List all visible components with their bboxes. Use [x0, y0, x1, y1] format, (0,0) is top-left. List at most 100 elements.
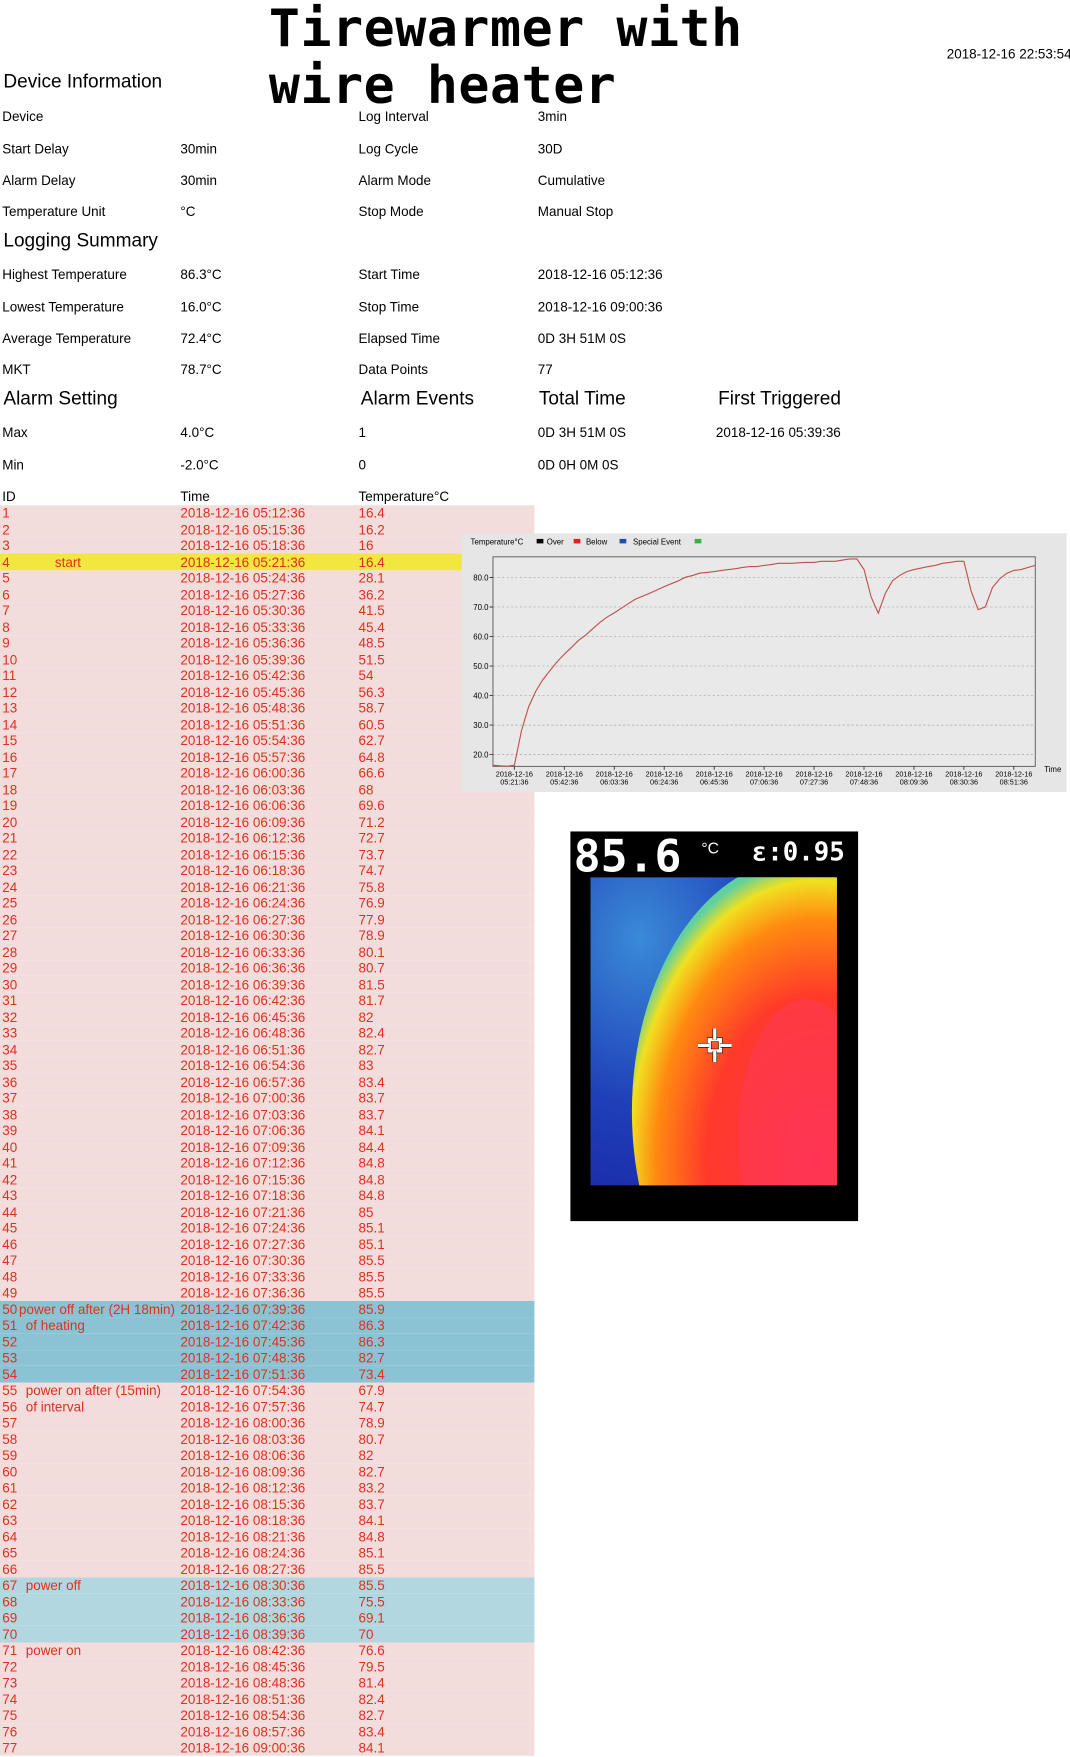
row-temp: 85.5: [358, 1561, 385, 1577]
row-time: 2018-12-16 06:15:36: [180, 846, 306, 863]
row-id: 8: [2, 619, 10, 635]
report-title: Tirewarmer with wire heater: [268, 0, 743, 116]
row-time: 2018-12-16 08:15:36: [180, 1496, 306, 1512]
row-background: [0, 1479, 535, 1497]
row-id: 71: [2, 1642, 18, 1659]
field-value: 30D: [537, 141, 563, 157]
row-temp: 76.6: [358, 1642, 385, 1659]
row-time: 2018-12-16 05:18:36: [180, 537, 306, 554]
field-value: °C: [180, 203, 196, 220]
row-temp: 83.4: [358, 1073, 385, 1090]
row-id: 16: [2, 748, 18, 765]
row-time: 2018-12-16 05:15:36: [180, 521, 306, 538]
row-temp: 86.3: [358, 1317, 385, 1334]
row-background: [0, 748, 535, 765]
field-label: Stop Time: [358, 299, 420, 315]
row-background: [0, 634, 535, 652]
row-id: 2: [2, 521, 10, 538]
row-background: [0, 1690, 535, 1708]
alarm-event-cell: 0: [358, 457, 367, 473]
row-background: [0, 732, 535, 749]
row-time: 2018-12-16 05:51:36: [180, 716, 306, 733]
row-time: 2018-12-16 06:27:36: [180, 911, 306, 928]
alarm-event-cell: 2018-12-16 05:39:36: [715, 424, 841, 441]
x-tick-label: 08:30:36: [950, 777, 978, 786]
x-tick-label: 06:45:36: [700, 777, 728, 786]
row-temp: 56.3: [358, 684, 385, 700]
alarm-value: -2.0°C: [180, 457, 219, 473]
row-id: 37: [2, 1090, 18, 1106]
row-time: 2018-12-16 08:18:36: [180, 1512, 306, 1529]
row-temp: 48.5: [358, 635, 385, 651]
row-time: 2018-12-16 07:21:36: [180, 1203, 306, 1220]
row-id: 42: [2, 1171, 18, 1188]
y-axis-label: Temperature°C: [471, 538, 524, 547]
row-id: 11: [2, 667, 17, 684]
row-id: 75: [2, 1707, 18, 1724]
row-background: [0, 1284, 535, 1302]
row-id: 30: [2, 976, 18, 993]
alarm-label: Max: [2, 424, 28, 441]
row-background: [0, 1268, 535, 1285]
report-date: 2018-12-16 22:53:54: [946, 45, 1070, 62]
row-background: [0, 651, 535, 668]
x-tick-label: 2018-12-16: [945, 769, 982, 778]
row-time: 2018-12-16 07:30:36: [180, 1252, 306, 1269]
row-id: 43: [2, 1187, 18, 1204]
row-id: 63: [2, 1512, 18, 1529]
row-background: [0, 1219, 535, 1237]
row-id: 25: [2, 895, 18, 911]
row-background: [0, 959, 535, 977]
x-tick-label: 2018-12-16: [746, 769, 783, 778]
row-note: power on: [25, 1642, 82, 1659]
row-id: 15: [2, 732, 18, 749]
row-temp: 82: [358, 1008, 374, 1025]
row-temp: 84.8: [358, 1187, 385, 1204]
row-temp: 73.4: [358, 1366, 385, 1383]
row-time: 2018-12-16 06:57:36: [180, 1073, 306, 1090]
section-title: Alarm Events: [360, 387, 475, 409]
row-background: [0, 1674, 535, 1691]
row-time: 2018-12-16 05:42:36: [180, 667, 306, 684]
row-temp: 80.1: [358, 943, 385, 960]
row-background: [0, 1382, 535, 1399]
row-time: 2018-12-16 05:36:36: [180, 635, 306, 651]
field-label: Log Interval: [358, 108, 429, 125]
legend-swatch: [694, 538, 702, 544]
row-id: 52: [2, 1333, 18, 1350]
row-time: 2018-12-16 07:42:36: [180, 1317, 306, 1334]
row-background: [0, 813, 535, 830]
row-id: 46: [2, 1236, 18, 1253]
row-id: 33: [2, 1025, 18, 1041]
row-background: [0, 1089, 535, 1107]
row-time: 2018-12-16 06:06:36: [180, 797, 306, 814]
row-background: [0, 1707, 535, 1724]
row-temp: 79.5: [358, 1658, 385, 1675]
row-time: 2018-12-16 08:54:36: [180, 1707, 306, 1724]
row-temp: 68: [358, 781, 374, 798]
row-id: 29: [2, 960, 18, 976]
row-time: 2018-12-16 07:39:36: [180, 1301, 306, 1318]
row-background: [0, 781, 535, 798]
row-time: 2018-12-16 08:12:36: [180, 1480, 306, 1496]
row-id: 35: [2, 1057, 18, 1074]
field-label: Device: [2, 108, 44, 125]
alarm-value: 4.0°C: [180, 424, 215, 441]
x-tick-label: 07:27:36: [800, 777, 828, 786]
row-background: [0, 1495, 535, 1513]
row-time: 2018-12-16 08:24:36: [180, 1545, 306, 1561]
row-background: [0, 1041, 535, 1058]
row-temp: 85.5: [358, 1577, 385, 1594]
x-tick-label: 05:21:36: [500, 777, 528, 786]
row-id: 56: [2, 1398, 18, 1415]
row-background: [0, 602, 535, 619]
row-background: [0, 1349, 535, 1367]
row-background: [0, 716, 535, 733]
row-time: 2018-12-16 08:03:36: [180, 1431, 306, 1447]
x-tick-label: 2018-12-16: [995, 769, 1032, 778]
row-time: 2018-12-16 05:21:36: [180, 554, 306, 570]
row-temp: 85: [358, 1203, 374, 1220]
row-id: 49: [2, 1285, 18, 1301]
row-id: 58: [2, 1431, 18, 1447]
